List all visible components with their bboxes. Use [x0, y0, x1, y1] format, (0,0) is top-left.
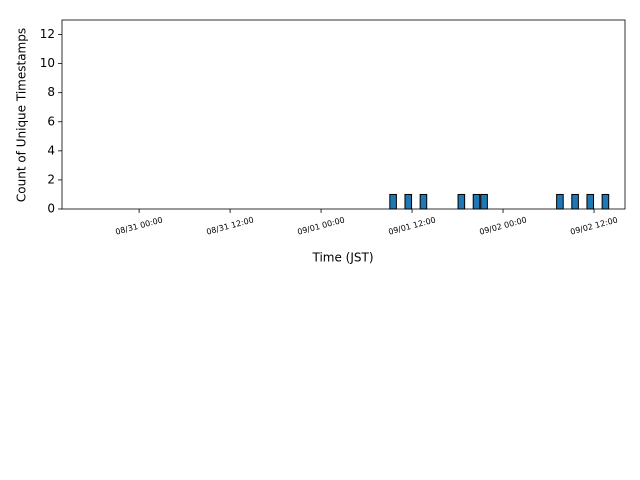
plot-frame	[61, 19, 626, 210]
y-tick-label: 8	[47, 85, 55, 99]
bar	[480, 193, 488, 210]
bar	[586, 193, 595, 210]
x-tick-label: 08/31 00:00	[114, 215, 163, 236]
y-tick-label: 4	[47, 143, 55, 157]
y-tick-label: 6	[47, 114, 55, 128]
x-tick-label: 08/31 12:00	[205, 215, 254, 236]
y-tick-label: 10	[40, 56, 55, 70]
x-tick-label: 09/02 12:00	[569, 215, 618, 236]
bar	[601, 193, 610, 210]
x-tick-label: 09/01 00:00	[296, 215, 345, 236]
bar	[457, 193, 466, 210]
bar	[389, 193, 397, 210]
y-tick-label: 0	[47, 202, 55, 216]
x-tick-label: 09/01 12:00	[387, 215, 436, 236]
bar	[571, 193, 579, 210]
bar	[556, 193, 564, 210]
y-axis-label: Count of Unique Timestamps	[15, 28, 29, 202]
y-tick-label: 12	[40, 27, 55, 41]
bar	[404, 193, 413, 210]
x-tick-label: 09/02 00:00	[478, 215, 527, 236]
bar	[419, 193, 428, 210]
bar	[472, 193, 481, 210]
x-axis-label: Time (JST)	[311, 251, 373, 265]
y-tick-label: 2	[47, 172, 55, 186]
